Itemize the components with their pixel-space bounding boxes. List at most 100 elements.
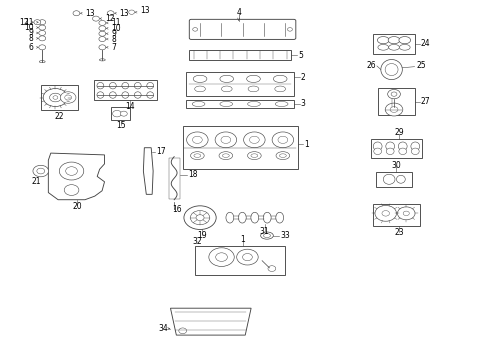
- Text: 11: 11: [24, 18, 33, 27]
- Ellipse shape: [246, 75, 260, 82]
- Bar: [186, 72, 294, 95]
- Circle shape: [179, 328, 187, 334]
- Ellipse shape: [411, 142, 419, 150]
- Ellipse shape: [247, 102, 260, 107]
- Ellipse shape: [276, 212, 284, 223]
- Circle shape: [39, 25, 46, 30]
- Text: 15: 15: [117, 121, 126, 130]
- Ellipse shape: [251, 154, 258, 157]
- Circle shape: [382, 211, 390, 216]
- Bar: [373, 204, 419, 226]
- Ellipse shape: [396, 175, 405, 183]
- Ellipse shape: [239, 212, 246, 223]
- Ellipse shape: [373, 142, 382, 150]
- Ellipse shape: [97, 82, 104, 89]
- Text: 3: 3: [301, 99, 306, 108]
- Circle shape: [39, 20, 46, 25]
- FancyBboxPatch shape: [189, 19, 296, 40]
- Bar: [169, 158, 179, 199]
- Text: 33: 33: [281, 231, 291, 240]
- Text: 34: 34: [158, 324, 168, 333]
- Circle shape: [388, 89, 400, 99]
- Text: 1: 1: [240, 235, 245, 244]
- Ellipse shape: [386, 148, 394, 154]
- Ellipse shape: [279, 154, 286, 157]
- Circle shape: [65, 95, 72, 100]
- Circle shape: [216, 253, 227, 261]
- Ellipse shape: [275, 102, 288, 107]
- Text: 13: 13: [140, 6, 149, 15]
- Circle shape: [193, 28, 197, 31]
- Text: 23: 23: [394, 228, 404, 237]
- Ellipse shape: [192, 102, 205, 107]
- Text: 12: 12: [19, 18, 28, 27]
- Text: 26: 26: [366, 61, 376, 70]
- Circle shape: [49, 93, 61, 102]
- Text: 21: 21: [31, 176, 41, 185]
- Ellipse shape: [220, 102, 233, 107]
- Circle shape: [39, 36, 46, 41]
- Text: 8: 8: [29, 34, 33, 43]
- Circle shape: [221, 136, 231, 143]
- Text: 19: 19: [197, 231, 207, 240]
- Ellipse shape: [261, 232, 273, 239]
- Text: 10: 10: [24, 23, 33, 32]
- Text: 14: 14: [125, 102, 135, 111]
- Circle shape: [53, 96, 58, 99]
- Ellipse shape: [399, 148, 407, 154]
- Ellipse shape: [191, 152, 204, 159]
- Circle shape: [43, 89, 68, 107]
- Ellipse shape: [251, 212, 259, 223]
- Text: 7: 7: [111, 43, 116, 52]
- Circle shape: [272, 132, 294, 148]
- Circle shape: [107, 11, 114, 16]
- Circle shape: [243, 253, 252, 261]
- Text: 2: 2: [301, 73, 305, 82]
- Text: 20: 20: [73, 202, 82, 211]
- Text: 6: 6: [28, 43, 33, 52]
- Ellipse shape: [109, 92, 116, 98]
- Bar: [183, 126, 297, 169]
- Circle shape: [60, 92, 76, 103]
- Bar: [371, 139, 422, 158]
- Circle shape: [73, 11, 80, 16]
- Circle shape: [59, 162, 84, 180]
- Ellipse shape: [378, 44, 389, 50]
- Circle shape: [99, 37, 106, 41]
- Ellipse shape: [273, 75, 287, 82]
- Ellipse shape: [147, 92, 154, 98]
- Ellipse shape: [193, 75, 207, 82]
- Bar: [376, 172, 412, 187]
- Circle shape: [64, 185, 79, 195]
- Circle shape: [187, 132, 208, 148]
- Circle shape: [397, 207, 415, 220]
- Text: 5: 5: [298, 51, 303, 60]
- Circle shape: [237, 249, 258, 265]
- Bar: [195, 246, 285, 275]
- Ellipse shape: [222, 154, 229, 157]
- Circle shape: [249, 136, 259, 143]
- Ellipse shape: [377, 37, 389, 44]
- Text: 31: 31: [260, 228, 270, 237]
- Ellipse shape: [399, 37, 411, 44]
- Text: 8: 8: [111, 35, 116, 44]
- Circle shape: [193, 136, 202, 143]
- Ellipse shape: [264, 234, 270, 238]
- Circle shape: [391, 92, 397, 96]
- Circle shape: [268, 266, 276, 271]
- Circle shape: [385, 103, 403, 116]
- Ellipse shape: [122, 82, 129, 89]
- Ellipse shape: [412, 148, 419, 154]
- Ellipse shape: [385, 63, 398, 76]
- Ellipse shape: [39, 60, 45, 63]
- Bar: [41, 85, 77, 110]
- Text: 25: 25: [416, 62, 426, 71]
- Circle shape: [403, 211, 409, 216]
- Ellipse shape: [134, 92, 141, 98]
- Ellipse shape: [398, 142, 407, 150]
- Text: 16: 16: [172, 205, 181, 214]
- Ellipse shape: [381, 59, 402, 80]
- Circle shape: [33, 165, 49, 177]
- Text: 24: 24: [420, 39, 430, 48]
- Ellipse shape: [122, 92, 129, 98]
